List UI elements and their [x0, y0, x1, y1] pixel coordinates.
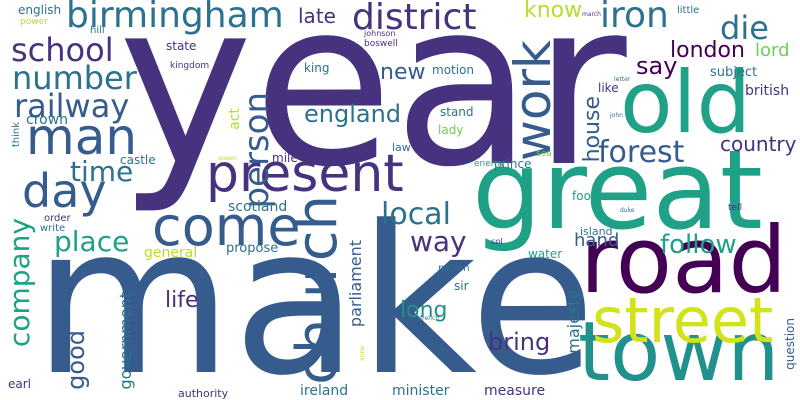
word: sir	[454, 279, 469, 293]
word: king	[304, 61, 330, 75]
word: scotland	[228, 199, 288, 215]
word: present	[206, 144, 404, 204]
word: know	[524, 0, 583, 23]
word: forest	[598, 135, 685, 170]
word: ireland	[300, 383, 349, 399]
word: iron	[600, 0, 669, 36]
word: like	[598, 81, 619, 95]
word: little	[677, 5, 700, 16]
word: great	[472, 126, 763, 254]
word: year	[118, 0, 627, 217]
word: earl	[8, 377, 32, 391]
word: act	[227, 108, 243, 130]
word: england	[304, 100, 402, 128]
word: house	[580, 96, 605, 163]
word: follow	[660, 230, 737, 260]
word: queen	[218, 155, 237, 162]
word: road	[580, 207, 787, 314]
word: come	[152, 195, 301, 258]
word: time	[70, 155, 134, 188]
word: order	[44, 213, 71, 224]
word: sea	[536, 149, 552, 159]
word: minister	[392, 383, 450, 399]
word: place	[54, 225, 130, 258]
word: life	[165, 288, 199, 313]
word: boswell	[364, 39, 398, 49]
word: make	[33, 183, 596, 400]
word: kingdom	[170, 61, 210, 71]
word: long	[400, 298, 448, 323]
word: district	[352, 0, 477, 38]
word: foot	[572, 189, 596, 203]
word: die	[720, 9, 769, 47]
word: parliament	[346, 240, 365, 328]
word: stand	[440, 105, 474, 119]
word: british	[745, 83, 790, 99]
word: company	[3, 218, 36, 348]
word: castle	[120, 153, 156, 167]
word: lady	[438, 123, 464, 137]
word: number	[12, 59, 137, 97]
word: new	[380, 60, 426, 85]
word: propose	[226, 241, 279, 256]
word: duke	[620, 207, 635, 214]
word: local	[381, 197, 451, 232]
word: authority	[178, 387, 229, 400]
word: french	[420, 315, 440, 322]
word: col	[491, 237, 503, 246]
word: majesty	[564, 290, 583, 354]
word: town	[578, 305, 780, 400]
word: hill	[90, 25, 105, 36]
word: think	[11, 122, 22, 148]
word: railway	[14, 87, 130, 125]
word: good	[62, 330, 90, 390]
word: general	[144, 245, 198, 261]
word: nation	[438, 263, 470, 274]
word: street	[592, 284, 774, 357]
word: late	[298, 4, 336, 28]
word: enemy	[474, 159, 505, 169]
word: hand	[574, 230, 620, 251]
word: london	[670, 38, 745, 63]
word: crown	[26, 112, 69, 128]
word: birmingham	[66, 0, 284, 36]
word: johnson	[364, 29, 396, 38]
word: write	[40, 223, 66, 234]
word: way	[410, 225, 467, 258]
word: law	[392, 141, 411, 154]
word: work	[504, 40, 562, 161]
word: man	[26, 108, 138, 166]
word: say	[636, 52, 678, 80]
word: subject	[710, 65, 758, 80]
word: lord	[755, 40, 790, 61]
word: anne	[359, 346, 366, 361]
word: day	[22, 164, 107, 218]
word: government	[116, 292, 135, 390]
word: march	[582, 11, 601, 18]
word: island	[580, 225, 613, 238]
word: question	[783, 318, 797, 370]
word: english	[18, 3, 62, 17]
word: tell	[728, 203, 743, 213]
word: power	[20, 17, 48, 27]
word: water	[528, 247, 563, 261]
word: country	[720, 132, 797, 156]
word: letter	[614, 76, 631, 83]
word: state	[166, 39, 197, 53]
word: measure	[484, 383, 546, 399]
word: bring	[488, 328, 551, 356]
word: school	[11, 31, 114, 69]
word: mile	[272, 151, 298, 165]
word: old	[620, 53, 752, 153]
word: prince	[494, 157, 532, 171]
word: person	[237, 92, 277, 209]
word: john	[610, 112, 623, 119]
word: motion	[432, 63, 475, 77]
